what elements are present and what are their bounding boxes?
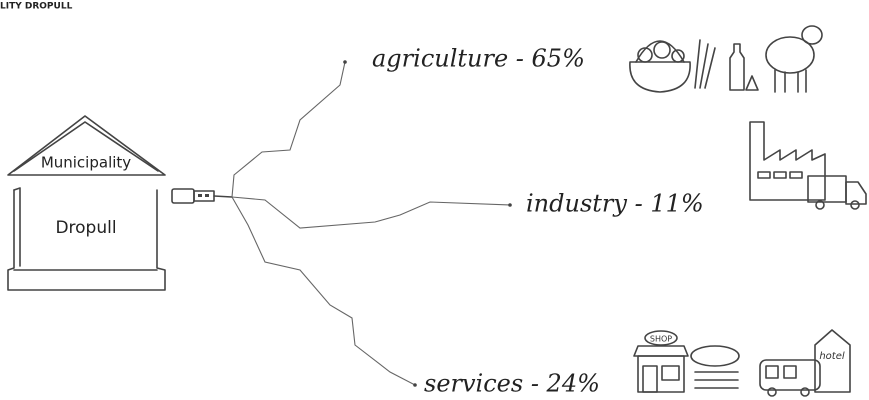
wire	[232, 62, 345, 197]
usb-plug	[172, 189, 232, 203]
branch-label: services - 24%	[424, 370, 600, 398]
building-name: Dropull	[55, 218, 116, 238]
branch-label: industry - 11%	[526, 190, 704, 218]
agriculture-icons	[630, 26, 822, 92]
wire-end	[508, 203, 512, 207]
wire-end	[413, 383, 417, 387]
building	[8, 116, 165, 290]
wire	[232, 197, 510, 228]
building-roof-label: Municipality	[41, 154, 131, 172]
wire-end	[343, 60, 347, 64]
hotel-sign: hotel	[819, 351, 845, 362]
shop-sign: SHOP	[650, 335, 672, 344]
branch-label: agriculture - 65%	[372, 45, 585, 73]
header-title: LITY DROPULL	[0, 2, 73, 12]
wire	[232, 197, 415, 385]
diagram: LITY DROPULL Municipality Dropull agricu…	[0, 0, 869, 400]
industry-icons	[750, 122, 866, 209]
